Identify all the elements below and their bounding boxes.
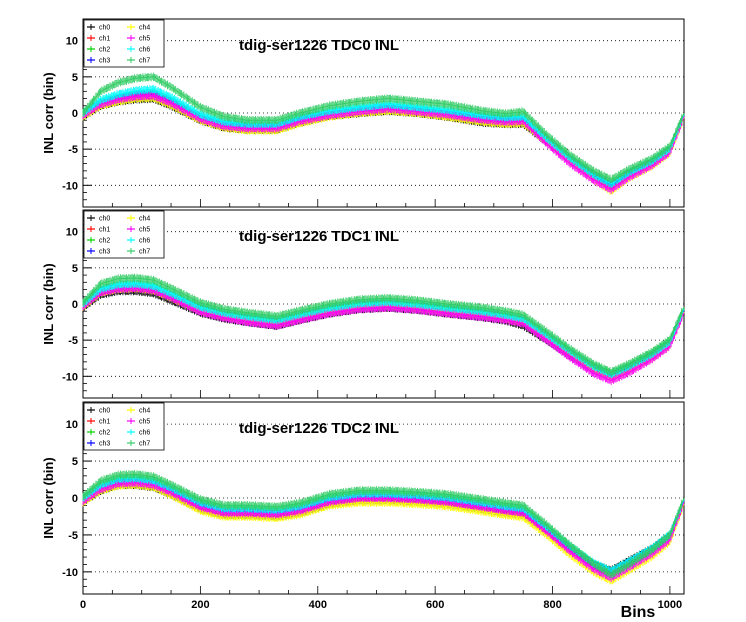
y-tick-label: 5 bbox=[72, 456, 78, 468]
y-tick-label: 10 bbox=[66, 419, 78, 431]
panel-title: tdig-ser1226 TDC0 INL bbox=[239, 37, 399, 54]
series-ch5 bbox=[82, 481, 685, 579]
legend-box bbox=[83, 19, 165, 68]
legend-label: ch1 bbox=[99, 227, 110, 234]
series-ch5 bbox=[82, 287, 685, 382]
legend-label: ch7 bbox=[139, 58, 150, 65]
legend-label: ch0 bbox=[99, 408, 110, 415]
legend-label: ch7 bbox=[139, 441, 150, 448]
y-tick-label: 0 bbox=[72, 493, 78, 505]
chart-panel-2: -10 -5 0 5 10 0 200 400 600 800 1000 tdig-ser1226 T… bbox=[41, 401, 685, 621]
y-axis-label: INL corr (bin) bbox=[41, 72, 56, 153]
x-tick-label: 0 bbox=[80, 599, 86, 611]
y-tick-label: 10 bbox=[66, 36, 78, 48]
series-ch6 bbox=[82, 88, 685, 185]
legend-label: ch3 bbox=[99, 58, 110, 65]
legend-label: ch0 bbox=[99, 25, 110, 32]
y-axis-label: INL corr (bin) bbox=[41, 263, 56, 344]
y-tick-label: 0 bbox=[72, 299, 78, 311]
x-tick-label: 800 bbox=[543, 599, 561, 611]
panel-title: tdig-ser1226 TDC1 INL bbox=[239, 228, 399, 245]
legend-label: ch4 bbox=[139, 25, 150, 32]
panel-title: tdig-ser1226 TDC2 INL bbox=[239, 420, 399, 437]
legend-label: ch7 bbox=[139, 249, 150, 256]
y-tick-label: 0 bbox=[72, 108, 78, 120]
legend-label: ch2 bbox=[99, 47, 110, 54]
legend-label: ch2 bbox=[99, 238, 110, 245]
legend-box bbox=[83, 402, 165, 451]
legend: ch0 ch1 ch2 ch3 ch4 ch5 ch6 ch7 bbox=[83, 19, 165, 68]
y-tick-label: 5 bbox=[72, 72, 78, 84]
series-ch7 bbox=[82, 76, 685, 181]
legend-label: ch4 bbox=[139, 408, 150, 415]
series-ch7 bbox=[82, 473, 685, 576]
series-ch7 bbox=[82, 277, 685, 373]
legend-label: ch5 bbox=[139, 36, 150, 43]
legend-label: ch6 bbox=[139, 430, 150, 437]
legend-label: ch5 bbox=[139, 419, 150, 426]
legend-label: ch1 bbox=[99, 419, 110, 426]
chart-panel-0: -10 -5 0 5 10 tdig-ser1226 TDC0 INL INL corr (… bbox=[41, 18, 685, 208]
x-axis-label: Bins bbox=[621, 604, 656, 621]
legend-box bbox=[83, 210, 165, 259]
legend: ch0 ch1 ch2 ch3 ch4 ch5 ch6 ch7 bbox=[83, 210, 165, 259]
legend-label: ch5 bbox=[139, 227, 150, 234]
y-tick-label: 5 bbox=[72, 263, 78, 275]
legend-label: ch3 bbox=[99, 441, 110, 448]
y-tick-label: 10 bbox=[66, 227, 78, 239]
x-tick-label: 200 bbox=[191, 599, 209, 611]
chart-panel-1: -10 -5 0 5 10 tdig-ser1226 TDC1 INL INL corr (… bbox=[41, 209, 685, 399]
legend-label: ch6 bbox=[139, 47, 150, 54]
y-tick-label: -5 bbox=[68, 530, 78, 542]
legend-label: ch3 bbox=[99, 249, 110, 256]
x-tick-label: 600 bbox=[426, 599, 444, 611]
legend-label: ch6 bbox=[139, 238, 150, 245]
y-tick-label: -5 bbox=[68, 335, 78, 347]
y-axis-label: INL corr (bin) bbox=[41, 457, 56, 538]
y-tick-label: -5 bbox=[68, 144, 78, 156]
y-tick-label: -10 bbox=[62, 567, 78, 579]
legend: ch0 ch1 ch2 ch3 ch4 ch5 ch6 ch7 bbox=[83, 402, 165, 451]
legend-label: ch0 bbox=[99, 216, 110, 223]
legend-label: ch2 bbox=[99, 430, 110, 437]
legend-label: ch4 bbox=[139, 216, 150, 223]
x-tick-label: 1000 bbox=[658, 599, 682, 611]
y-tick-label: -10 bbox=[62, 180, 78, 192]
series-ch5 bbox=[82, 95, 685, 191]
legend-label: ch1 bbox=[99, 36, 110, 43]
y-tick-label: -10 bbox=[62, 371, 78, 383]
x-tick-label: 400 bbox=[309, 599, 327, 611]
